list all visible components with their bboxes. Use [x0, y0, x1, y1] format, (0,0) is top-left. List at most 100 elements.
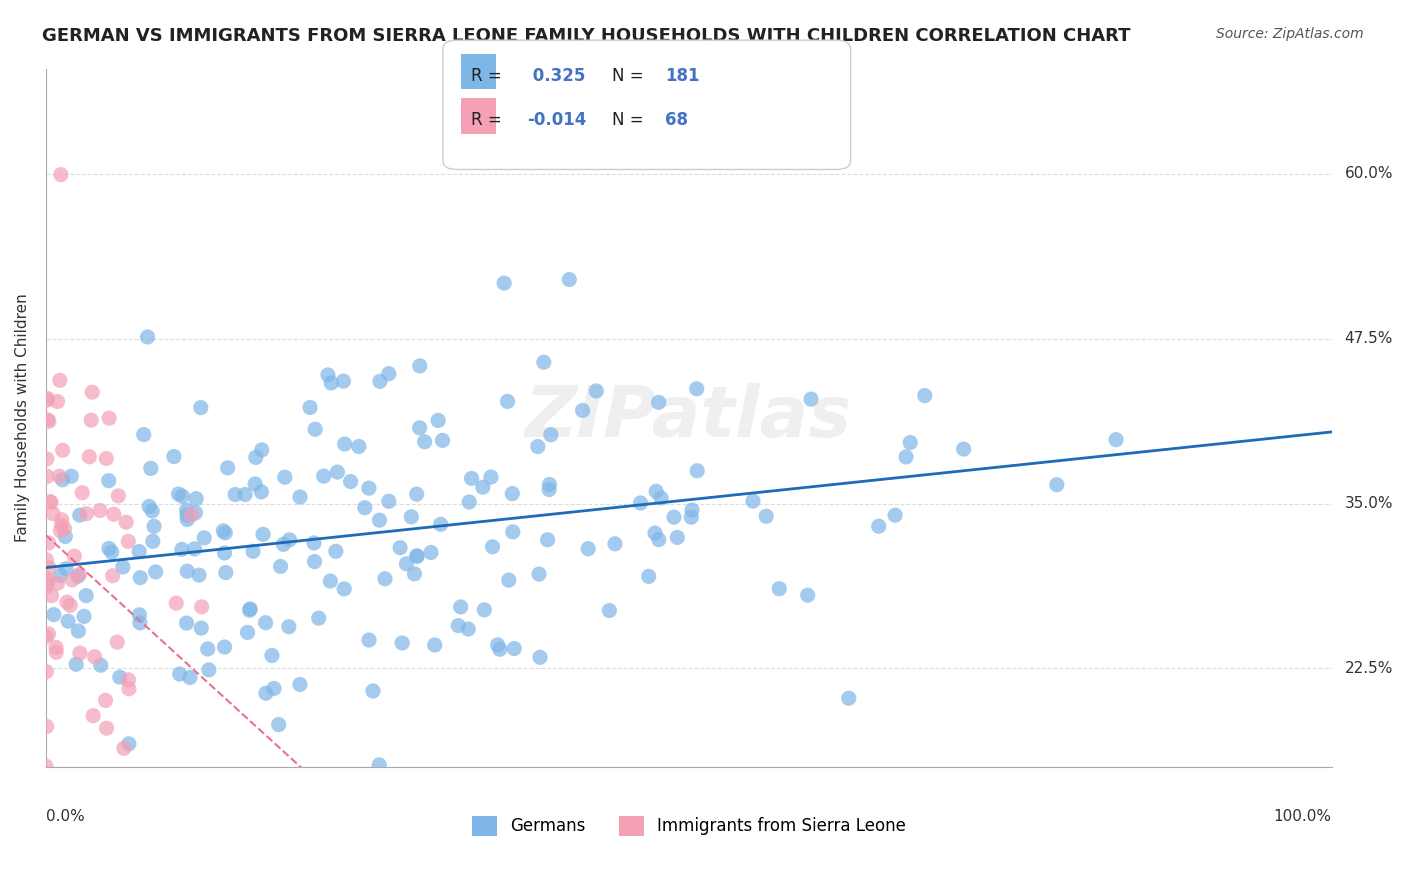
Germans — [111, 560, 134, 574]
Germans — [224, 487, 246, 501]
Germans — [1105, 433, 1128, 447]
Germans — [502, 524, 524, 539]
Immigrants from Sierra Leone — [180, 508, 202, 522]
Text: R =: R = — [471, 112, 508, 129]
Germans — [644, 526, 666, 541]
Germans — [129, 571, 152, 585]
Germans — [681, 503, 703, 517]
Immigrants from Sierra Leone — [142, 835, 165, 849]
Immigrants from Sierra Leone — [42, 507, 65, 521]
Germans — [357, 481, 380, 495]
Germans — [145, 565, 167, 579]
Germans — [648, 533, 671, 547]
Germans — [60, 469, 83, 483]
Germans — [405, 487, 427, 501]
Immigrants from Sierra Leone — [190, 599, 212, 614]
Immigrants from Sierra Leone — [104, 834, 127, 848]
Germans — [404, 566, 426, 581]
Germans — [432, 434, 454, 448]
Text: -0.014: -0.014 — [527, 112, 586, 129]
Immigrants from Sierra Leone — [80, 413, 103, 427]
Germans — [67, 569, 90, 583]
Germans — [129, 615, 152, 630]
Germans — [49, 568, 72, 582]
Germans — [558, 272, 581, 286]
Germans — [163, 450, 186, 464]
Germans — [73, 609, 96, 624]
Immigrants from Sierra Leone — [37, 469, 59, 483]
Germans — [576, 541, 599, 556]
Germans — [51, 473, 73, 487]
Immigrants from Sierra Leone — [46, 394, 69, 409]
Text: 181: 181 — [665, 67, 700, 85]
Immigrants from Sierra Leone — [53, 522, 76, 536]
Germans — [215, 566, 238, 580]
Germans — [630, 496, 652, 510]
Germans — [368, 513, 391, 527]
Legend: Germans, Immigrants from Sierra Leone: Germans, Immigrants from Sierra Leone — [465, 809, 912, 843]
Germans — [142, 534, 165, 549]
Germans — [742, 494, 765, 508]
Germans — [353, 500, 375, 515]
Immigrants from Sierra Leone — [37, 848, 59, 863]
Immigrants from Sierra Leone — [37, 574, 59, 589]
Immigrants from Sierra Leone — [186, 776, 208, 790]
Germans — [479, 470, 502, 484]
Immigrants from Sierra Leone — [46, 576, 69, 591]
Germans — [299, 401, 322, 415]
Germans — [406, 549, 429, 563]
Germans — [533, 355, 555, 369]
Germans — [1046, 477, 1069, 491]
Germans — [755, 509, 778, 524]
Immigrants from Sierra Leone — [67, 567, 90, 582]
Immigrants from Sierra Leone — [60, 573, 83, 587]
Germans — [894, 450, 917, 464]
Germans — [413, 434, 436, 449]
Immigrants from Sierra Leone — [38, 414, 60, 428]
Text: R =: R = — [471, 67, 508, 85]
Germans — [176, 615, 198, 630]
Germans — [395, 557, 418, 571]
Germans — [69, 508, 91, 523]
Germans — [273, 537, 295, 551]
Germans — [214, 640, 236, 654]
Germans — [138, 500, 160, 514]
Germans — [53, 529, 76, 543]
Germans — [603, 537, 626, 551]
Immigrants from Sierra Leone — [105, 635, 128, 649]
Germans — [245, 450, 267, 465]
Germans — [686, 382, 709, 396]
Immigrants from Sierra Leone — [39, 494, 62, 508]
Immigrants from Sierra Leone — [103, 508, 125, 522]
Text: 68: 68 — [665, 112, 688, 129]
Immigrants from Sierra Leone — [101, 568, 124, 582]
Germans — [681, 510, 703, 524]
Germans — [401, 509, 423, 524]
Immigrants from Sierra Leone — [37, 392, 59, 406]
Germans — [952, 442, 974, 456]
Immigrants from Sierra Leone — [37, 413, 59, 427]
Germans — [796, 588, 818, 602]
Germans — [494, 276, 516, 290]
Germans — [420, 545, 443, 559]
Germans — [56, 614, 79, 628]
Germans — [378, 367, 401, 381]
Germans — [197, 641, 219, 656]
Germans — [540, 427, 562, 442]
Immigrants from Sierra Leone — [35, 553, 58, 567]
Germans — [529, 650, 551, 665]
Germans — [650, 491, 672, 505]
Germans — [319, 574, 342, 588]
Germans — [501, 486, 523, 500]
Germans — [332, 374, 354, 388]
Germans — [128, 607, 150, 622]
Immigrants from Sierra Leone — [35, 451, 58, 466]
Germans — [408, 421, 430, 435]
Germans — [406, 549, 429, 564]
Germans — [527, 567, 550, 582]
Germans — [252, 527, 274, 541]
Immigrants from Sierra Leone — [52, 443, 75, 458]
Germans — [263, 681, 285, 696]
Germans — [585, 384, 607, 398]
Immigrants from Sierra Leone — [37, 536, 59, 550]
